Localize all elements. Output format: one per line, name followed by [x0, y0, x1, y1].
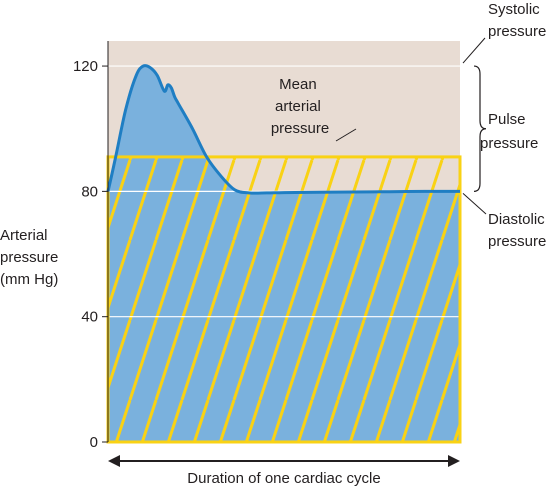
plot-area: [106, 41, 462, 444]
x-axis-label: Duration of one cardiac cycle: [187, 470, 380, 487]
y-axis-label: Arterial pressure (mm Hg): [0, 227, 63, 288]
systolic-leader-line: [462, 37, 486, 64]
pressure-curve-line: [106, 64, 461, 195]
diastolic-label-line-1: Diastolic: [488, 211, 545, 228]
y-tick-label-40: 40: [81, 309, 98, 326]
pulse-pressure-label: Pulse pressure: [480, 111, 538, 152]
x-axis: Duration of one cardiac cycle: [108, 455, 460, 487]
annotations: Systolic pressure Pulse pressure Diastol…: [271, 1, 549, 250]
mean-label-line-3: pressure: [271, 120, 329, 137]
diastolic-leader-line: [462, 193, 487, 215]
systolic-pressure-label: Systolic pressure: [488, 1, 546, 40]
pulse-pressure-brace: [473, 65, 487, 192]
mean-label-line-2: arterial: [275, 98, 321, 115]
pulse-label-line-2: pressure: [480, 135, 538, 152]
y-axis: 0 40 80 120 Arterial pressure (mm Hg): [0, 41, 109, 451]
mean-leader-line: [335, 128, 357, 142]
mean-arterial-pressure-label: Mean arterial pressure: [271, 76, 329, 137]
y-axis-label-line-2: pressure: [0, 249, 58, 266]
diastolic-label-line-2: pressure: [488, 233, 546, 250]
y-tick-label-120: 120: [73, 58, 98, 75]
x-axis-arrowhead-right: [448, 455, 460, 467]
pulse-label-line-1: Pulse: [488, 111, 526, 128]
systolic-label-line-2: pressure: [488, 23, 546, 40]
y-axis-label-line-1: Arterial: [0, 227, 48, 244]
y-tick-label-0: 0: [90, 434, 98, 451]
mean-label-line-1: Mean: [279, 76, 317, 93]
systolic-label-line-1: Systolic: [488, 1, 540, 18]
y-axis-ticks: 0 40 80 120: [73, 58, 108, 451]
diastolic-pressure-label: Diastolic pressure: [488, 211, 549, 250]
x-axis-arrowhead-left: [108, 455, 120, 467]
y-axis-label-line-3: (mm Hg): [0, 271, 58, 288]
mean-pressure-hatched-area: [108, 156, 460, 442]
y-tick-label-80: 80: [81, 183, 98, 200]
